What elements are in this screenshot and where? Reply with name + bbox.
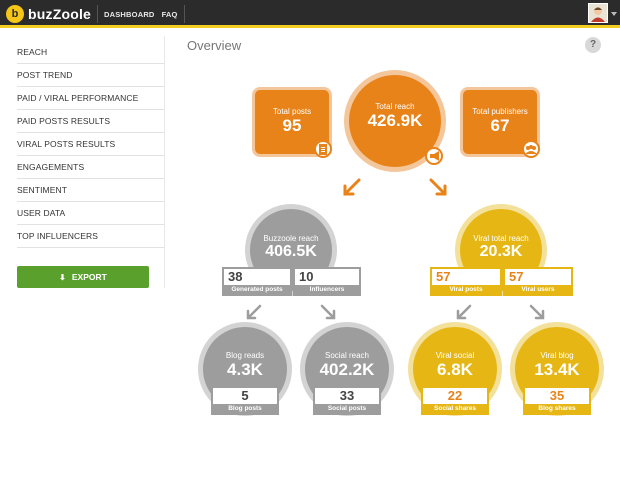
viral-blog-value: 13.4K	[534, 360, 580, 379]
total-reach-circle: Total reach 426.9K	[349, 75, 441, 167]
social-shares-value: 22	[447, 388, 463, 403]
brand-icon: b	[6, 5, 24, 23]
generated-posts-value: 38	[228, 269, 243, 284]
export-button[interactable]: ⬇ EXPORT	[17, 266, 149, 288]
blog-shares-value: 35	[549, 388, 565, 403]
brand-logo[interactable]: b buzZoole	[6, 4, 91, 24]
viral-posts-value: 57	[436, 269, 451, 284]
influencers-value: 10	[299, 269, 314, 284]
viral-posts-label: Viral posts	[432, 285, 500, 294]
influencers-stat: 10 Influencers	[293, 267, 361, 296]
sidebar-item-sentiment[interactable]: SENTIMENT	[17, 179, 165, 202]
total-publishers-box: Total publishers 67	[460, 87, 540, 157]
nav-dashboard[interactable]: DASHBOARD	[104, 9, 155, 19]
generated-posts-label: Generated posts	[224, 285, 290, 294]
users-icon	[522, 140, 540, 158]
social-posts-label: Social posts	[315, 404, 379, 413]
sidebar: REACH POST TREND PAID / VIRAL PERFORMANC…	[17, 41, 165, 248]
top-bar: b buzZoole DASHBOARD FAQ	[0, 0, 620, 28]
page-title: Overview	[187, 38, 242, 53]
blog-reads-label: Blog reads	[225, 351, 265, 360]
social-shares-label: Social shares	[423, 404, 487, 413]
social-reach-value: 402.2K	[319, 360, 375, 379]
download-icon: ⬇	[59, 272, 66, 282]
help-icon[interactable]: ?	[585, 37, 601, 53]
blog-shares-stat: 35 Blog shares	[523, 386, 591, 415]
total-posts-label: Total posts	[272, 107, 312, 116]
nav-faq[interactable]: FAQ	[161, 9, 178, 19]
viral-total-reach-value: 20.3K	[479, 243, 523, 260]
arrow-down-left-icon	[456, 304, 472, 320]
chevron-down-icon[interactable]	[611, 12, 617, 16]
blog-shares-label: Blog shares	[525, 404, 589, 413]
viral-social-label: Viral social	[435, 351, 475, 360]
viral-users-label: Viral users	[505, 285, 571, 294]
sidebar-item-top-influencers[interactable]: TOP INFLUENCERS	[17, 225, 165, 248]
document-icon	[314, 140, 332, 158]
buzzoole-reach-value: 406.5K	[265, 243, 317, 260]
arrow-down-left-icon	[246, 304, 262, 320]
social-posts-stat: 33 Social posts	[313, 386, 381, 415]
sidebar-item-paid-viral-performance[interactable]: PAID / VIRAL PERFORMANCE	[17, 87, 165, 110]
total-publishers-label: Total publishers	[472, 107, 528, 116]
sidebar-divider	[164, 36, 165, 288]
user-avatar-icon	[591, 7, 605, 22]
blog-posts-stat: 5 Blog posts	[211, 386, 279, 415]
arrow-down-right-icon	[320, 304, 336, 320]
total-publishers-value: 67	[490, 116, 510, 135]
influencers-label: Influencers	[295, 285, 359, 294]
blog-posts-value: 5	[241, 388, 249, 403]
blog-posts-label: Blog posts	[213, 404, 277, 413]
social-reach-label: Social reach	[324, 351, 370, 360]
sidebar-item-viral-posts-results[interactable]: VIRAL POSTS RESULTS	[17, 133, 165, 156]
sidebar-item-post-trend[interactable]: POST TREND	[17, 64, 165, 87]
user-avatar[interactable]	[588, 3, 608, 23]
social-shares-stat: 22 Social shares	[421, 386, 489, 415]
export-label: EXPORT	[71, 272, 107, 282]
viral-users-stat: 57 Viral users	[503, 267, 573, 296]
viral-social-value: 6.8K	[437, 360, 473, 379]
buzzoole-reach-label: Buzzoole reach	[263, 234, 319, 243]
social-posts-value: 33	[339, 388, 355, 403]
arrow-down-right-icon	[529, 304, 545, 320]
blog-reads-value: 4.3K	[227, 360, 263, 379]
sidebar-item-user-data[interactable]: USER DATA	[17, 202, 165, 225]
sidebar-item-reach[interactable]: REACH	[17, 41, 165, 64]
total-reach-value: 426.9K	[367, 111, 423, 130]
megaphone-icon	[425, 147, 443, 165]
total-reach-label: Total reach	[375, 102, 415, 111]
arrow-down-left-icon	[343, 178, 361, 196]
sidebar-item-paid-posts-results[interactable]: PAID POSTS RESULTS	[17, 110, 165, 133]
viral-posts-stat: 57 Viral posts	[430, 267, 502, 296]
sidebar-item-engagements[interactable]: ENGAGEMENTS	[17, 156, 165, 179]
viral-blog-label: Viral blog	[540, 351, 574, 360]
generated-posts-stat: 38 Generated posts	[222, 267, 292, 296]
arrow-down-right-icon	[429, 178, 447, 196]
main-nav: DASHBOARD FAQ	[97, 5, 185, 23]
total-posts-value: 95	[282, 116, 302, 135]
viral-total-reach-label: Viral total reach	[473, 234, 529, 243]
viral-users-value: 57	[509, 269, 524, 284]
brand-name: buzZoole	[28, 6, 92, 22]
